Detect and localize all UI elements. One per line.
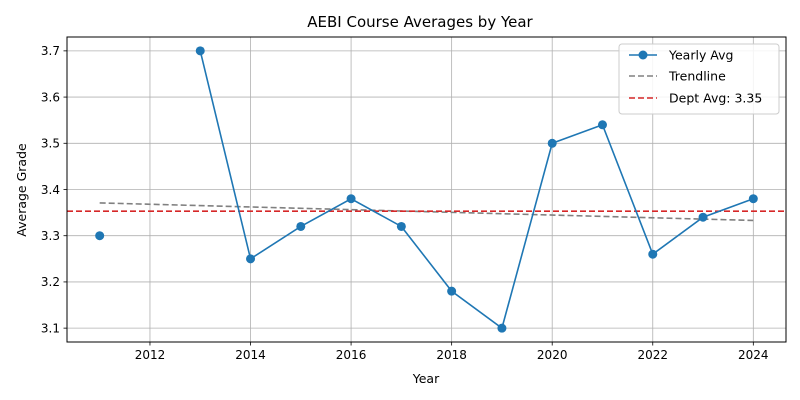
y-tick-label: 3.1 xyxy=(41,321,60,335)
legend-box xyxy=(618,43,780,115)
yearly-avg-line xyxy=(199,50,754,330)
yearly-avg-point xyxy=(296,221,306,231)
y-tick-label: 3.2 xyxy=(41,275,60,289)
x-axis-label: Year xyxy=(412,371,440,386)
legend-label-trendline: Trendline xyxy=(668,69,726,84)
x-tick-label: 2020 xyxy=(537,348,568,362)
y-tick-label: 3.5 xyxy=(41,137,60,151)
yearly-avg-point xyxy=(246,254,256,264)
y-tick-label: 3.7 xyxy=(41,44,60,58)
x-tick-label: 2012 xyxy=(135,348,166,362)
yearly-avg-point xyxy=(648,249,658,259)
yearly-avg-point xyxy=(447,286,457,296)
legend-label-dept-avg: Dept Avg: 3.35 xyxy=(669,91,762,106)
chart-title: AEBI Course Averages by Year xyxy=(307,13,533,31)
x-tick-label: 2018 xyxy=(436,348,467,362)
yearly-avg-point xyxy=(396,221,406,231)
yearly-avg-point xyxy=(95,231,105,241)
x-tick-label: 2022 xyxy=(637,348,668,362)
plot-data xyxy=(67,46,786,333)
y-tick-label: 3.4 xyxy=(41,183,60,197)
grid xyxy=(67,37,786,342)
x-tick-label: 2016 xyxy=(336,348,367,362)
x-tick-label: 2024 xyxy=(738,348,769,362)
yearly-avg-point xyxy=(195,46,205,56)
legend-marker-yearly-avg xyxy=(638,50,648,60)
legend-label-yearly-avg: Yearly Avg xyxy=(668,48,733,63)
legend: Yearly Avg Trendline Dept Avg: 3.35 xyxy=(618,43,780,115)
yearly-avg-point xyxy=(346,194,356,204)
trendline xyxy=(99,202,754,222)
yearly-avg-point xyxy=(597,120,607,130)
axis-ticks: 2012 2014 2016 2018 2020 2022 2024 3.1 3.2 3.3 3.4… xyxy=(41,44,769,362)
x-tick-label: 2014 xyxy=(235,348,266,362)
y-tick-label: 3.6 xyxy=(41,90,60,104)
yearly-avg-point xyxy=(547,138,557,148)
y-axis-label: Average Grade xyxy=(14,143,29,237)
yearly-avg-point xyxy=(698,212,708,222)
yearly-avg-point xyxy=(497,323,507,333)
y-tick-label: 3.3 xyxy=(41,229,60,243)
yearly-avg-point xyxy=(748,194,758,204)
